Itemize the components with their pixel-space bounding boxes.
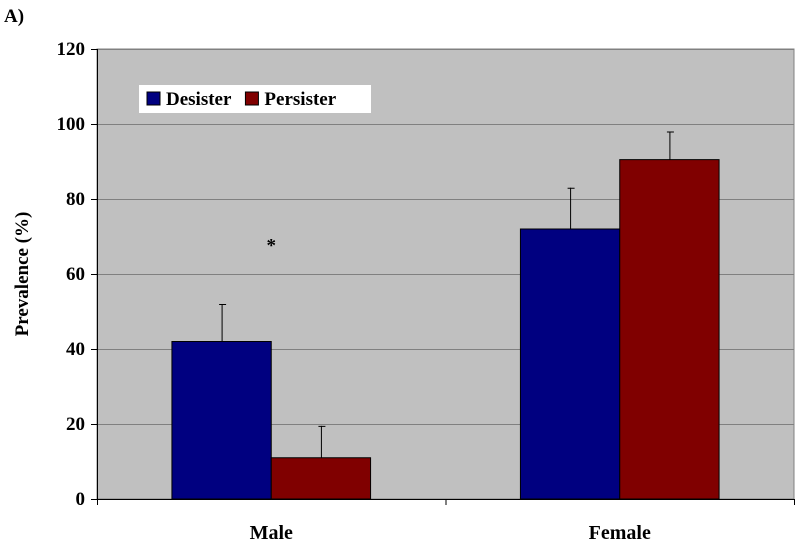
bar-desister-male [171,341,272,500]
y-tick-label: 120 [57,39,86,60]
x-axis: Male Female [97,499,795,544]
x-tick-label: Male [250,522,293,544]
x-tick-label: Female [589,522,651,544]
y-tick-label: 20 [66,414,85,435]
y-tick-label: 0 [76,489,86,510]
legend-label-persister: Persister [264,89,336,110]
bar-persister-male [270,457,372,500]
bars [171,159,720,500]
y-tick-label: 80 [66,189,85,210]
y-axis-title: Prevalence (%) [12,212,33,337]
legend-label-desister: Desister [166,89,232,110]
y-tick-label: 40 [66,339,85,360]
significance-marker: * [267,236,277,257]
error-bars [219,131,674,458]
y-axis: 0 20 40 60 80 100 120 [57,39,98,510]
y-tick-label: 100 [57,114,86,135]
legend-swatch-persister [244,91,259,106]
bar-desister-female [519,228,621,500]
bar-persister-female [619,159,720,500]
panel-label: A) [4,6,24,27]
annotations: * [267,236,277,257]
y-tick-label: 60 [66,264,85,285]
legend-swatch-desister [146,91,161,106]
legend: Desister Persister [139,85,371,113]
